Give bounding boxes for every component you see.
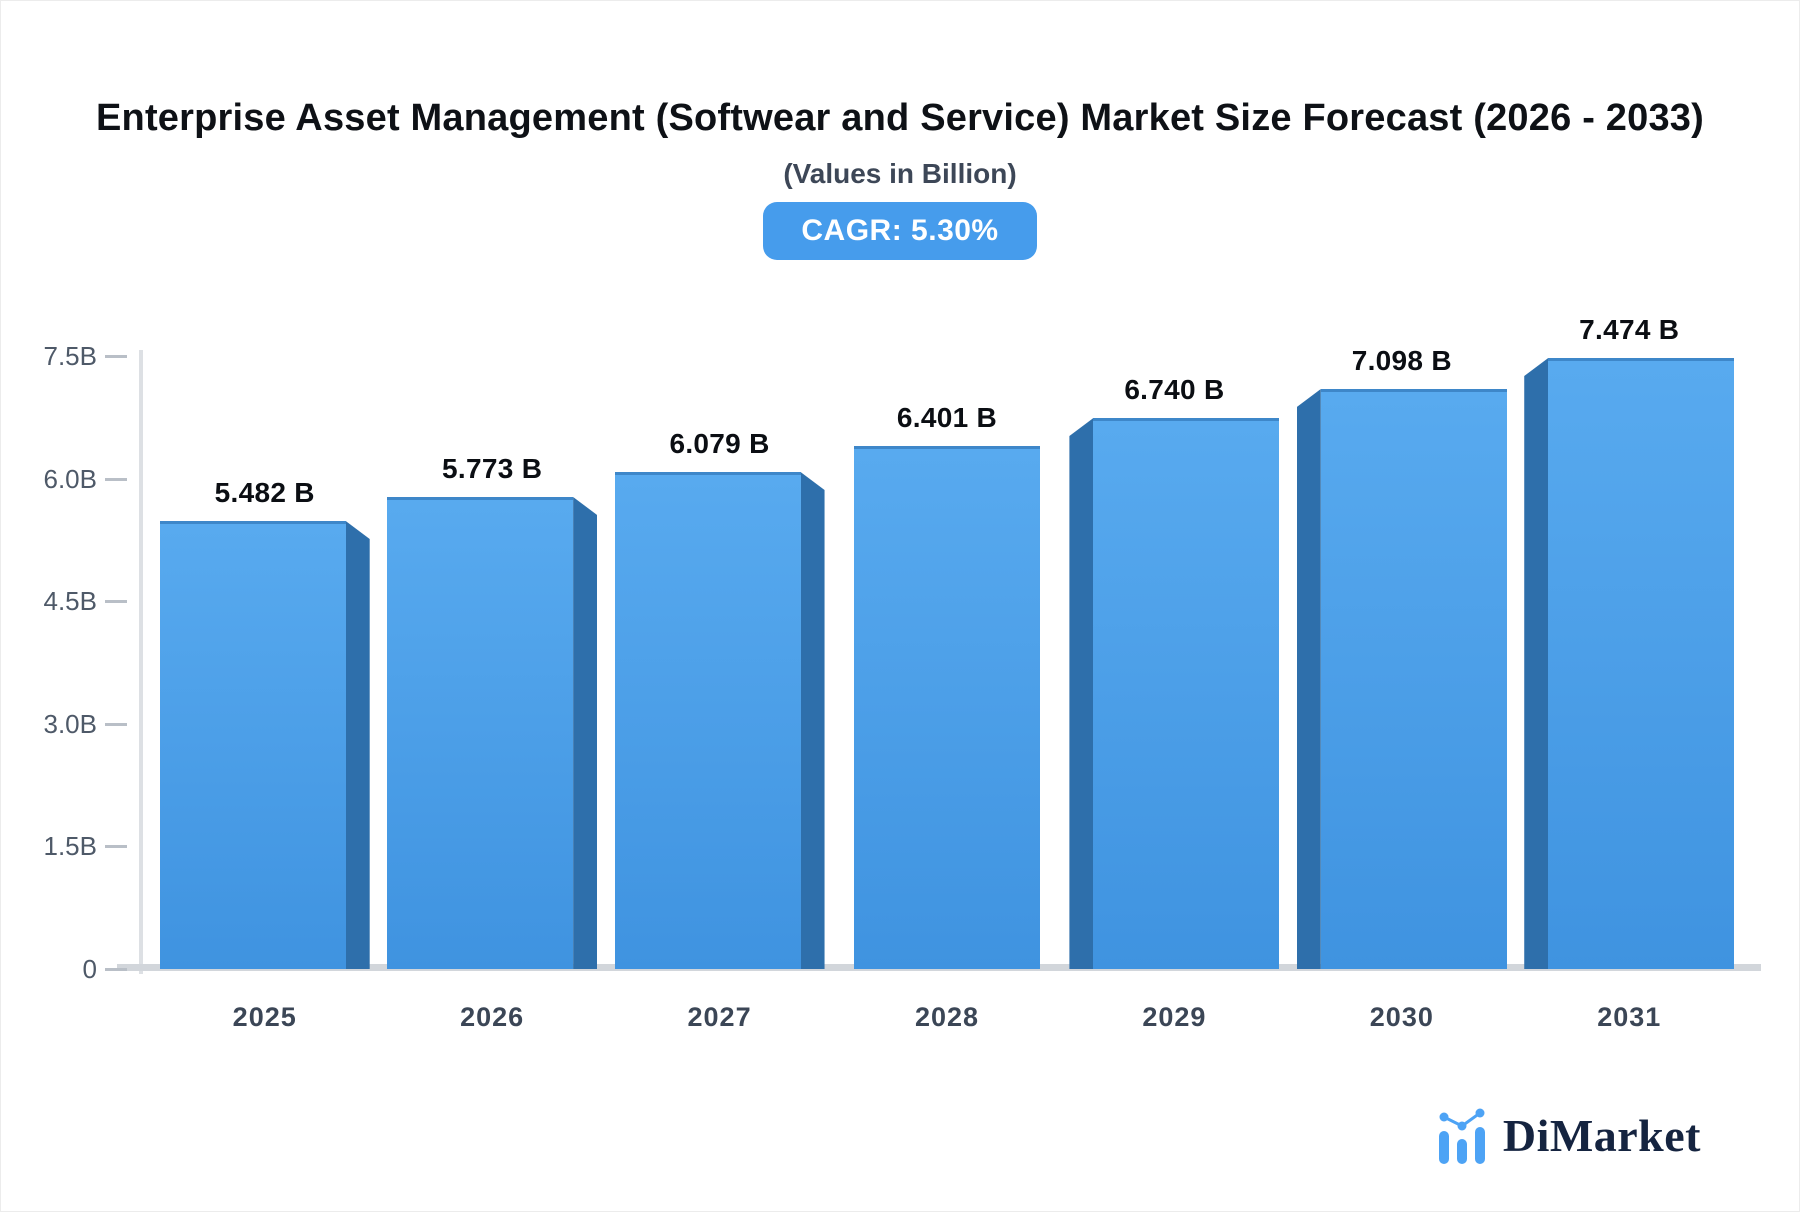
y-tick-dash	[105, 355, 127, 358]
bar-group-2025: 5.482 B 2025	[151, 356, 378, 1032]
bar-group-2030: 7.098 B 2030	[1288, 345, 1515, 1032]
x-axis-label: 2026	[460, 1002, 525, 1032]
bar	[387, 497, 598, 969]
bar-side	[1524, 358, 1549, 969]
bar	[159, 521, 370, 969]
y-tick-label: 0	[82, 954, 97, 984]
bar-value-label: 6.401 B	[896, 402, 998, 433]
bar-face	[387, 497, 574, 969]
cagr-badge: CAGR: 5.30%	[763, 201, 1037, 260]
bar-side	[1296, 389, 1321, 969]
bars-area: 5.482 B 2025 5.773 B 2026 6.079 B 2027 6.401 B…	[151, 314, 1743, 1032]
y-tick-label: 4.5B	[43, 586, 98, 617]
chart-subtitle: (Values in Billion)	[783, 157, 1017, 189]
bar-face	[159, 521, 346, 969]
bar-chart-logo-icon	[1438, 1108, 1485, 1164]
bar-face	[1548, 358, 1735, 969]
bar-value-label: 6.079 B	[669, 428, 770, 459]
bar-face	[1093, 418, 1280, 969]
y-tick-label: 1.5B	[43, 831, 98, 862]
bar	[853, 446, 1040, 969]
y-tick-dash	[105, 968, 127, 971]
x-axis-label: 2031	[1597, 1002, 1662, 1032]
y-tick-label: 7.5B	[43, 341, 98, 371]
y-tick-dash	[105, 600, 127, 604]
bar-value-label: 5.773 B	[442, 453, 543, 484]
y-tick-label: 6.0B	[43, 463, 98, 494]
bar-face	[853, 446, 1040, 969]
bar-side	[573, 497, 598, 969]
y-tick-label: 3.0B	[43, 708, 98, 739]
bar-group-2028: 6.401 B 2028	[833, 356, 1060, 1032]
bar	[1524, 358, 1735, 969]
bar-group-2027: 6.079 B 2027	[606, 356, 833, 1032]
chart-title: Enterprise Asset Management (Softwear an…	[96, 97, 1704, 139]
y-axis-line	[139, 350, 143, 974]
bar-value-label: 7.474 B	[1579, 314, 1680, 345]
logo-text: DiMarket	[1502, 1109, 1701, 1161]
x-axis-label: 2028	[914, 1002, 980, 1032]
bar-value-label: 7.098 B	[1351, 345, 1452, 376]
dimarket-logo: DiMarket	[1437, 1105, 1701, 1165]
chart-header: Enterprise Asset Management (Softwear an…	[1, 89, 1799, 260]
y-tick-dash	[105, 477, 127, 481]
bar-value-label: 5.482 B	[214, 477, 315, 508]
x-axis-label: 2027	[687, 1002, 752, 1032]
x-axis-label: 2030	[1369, 1002, 1434, 1032]
x-axis-label: 2029	[1142, 1002, 1207, 1032]
bar	[614, 472, 825, 969]
bar-face	[1320, 389, 1507, 969]
bar-face	[614, 472, 801, 969]
bar	[1296, 389, 1507, 969]
y-tick-dash	[105, 722, 127, 726]
bar-group-2031: 7.474 B 2031	[1516, 314, 1743, 1032]
bar-chart: 5.482 B 2025 5.773 B 2026 6.079 B 2027 6.401 B…	[1, 314, 1799, 1032]
x-axis-label: 2025	[232, 1002, 297, 1032]
bar-value-label: 6.740 B	[1124, 374, 1225, 405]
bar-group-2029: 6.740 B 2029	[1061, 356, 1288, 1032]
bar-side	[800, 472, 825, 969]
y-tick-dash	[105, 845, 127, 849]
bar-side	[1069, 418, 1094, 969]
bar-group-2026: 5.773 B 2026	[378, 356, 605, 1032]
bar	[1069, 418, 1280, 969]
bar-side	[345, 521, 370, 969]
